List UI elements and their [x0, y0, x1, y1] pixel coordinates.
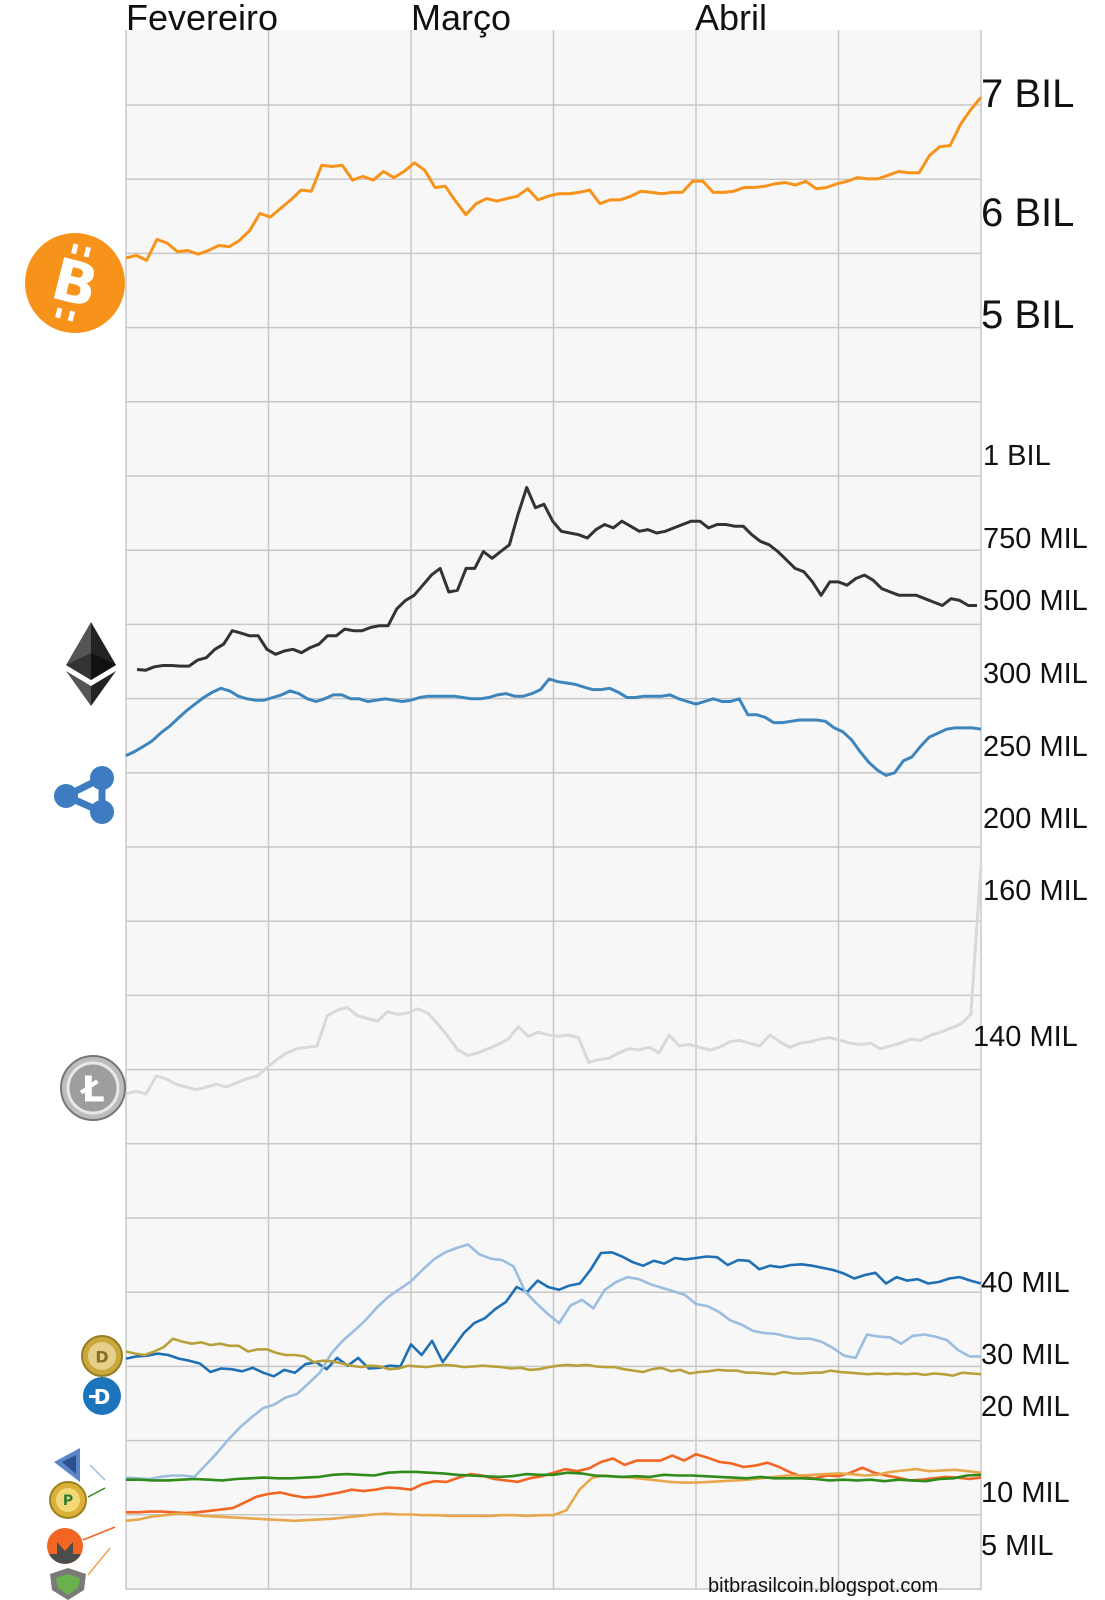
icon-connectors [82, 1464, 116, 1576]
y-label-500-mil: 500 MIL [983, 585, 1088, 617]
bitcoin-icon: B [25, 233, 125, 333]
series-line-dash [125, 1251, 982, 1378]
month-label-0: Fevereiro [126, 0, 278, 38]
svg-text:D: D [95, 1348, 108, 1367]
y-label-1-bil: 1 BIL [983, 440, 1051, 472]
y-label-7-bil: 7 BIL [981, 72, 1074, 116]
y-label-40-mil: 40 MIL [981, 1267, 1070, 1299]
series-layer [125, 96, 983, 1523]
litecoin-icon: Ł [60, 1055, 126, 1121]
y-label-300-mil: 300 MIL [983, 658, 1088, 690]
peercoin-icon: P [49, 1481, 87, 1519]
ripple-icon [54, 766, 114, 824]
y-label-30-mil: 30 MIL [981, 1339, 1070, 1371]
y-label-200-mil: 200 MIL [983, 803, 1088, 835]
monero-icon [47, 1528, 83, 1564]
y-label-750-mil: 750 MIL [983, 523, 1088, 555]
y-label-20-mil: 20 MIL [981, 1391, 1070, 1423]
series-line-nem [125, 1243, 981, 1481]
svg-text:D: D [94, 1385, 111, 1409]
svg-text:Ł: Ł [79, 1070, 104, 1111]
y-label-160-mil: 160 MIL [983, 875, 1088, 907]
dash-icon: D [83, 1377, 121, 1415]
series-line-bitcoin [125, 96, 983, 262]
series-line-litecoin [125, 864, 983, 1096]
svg-text:P: P [63, 1493, 73, 1509]
site-credit: bitbrasilcoin.blogspot.com [708, 1575, 938, 1597]
y-label-5-mil: 5 MIL [981, 1530, 1054, 1562]
ethereum-icon [66, 622, 116, 706]
connector-nxt [87, 1547, 111, 1576]
grid [125, 30, 982, 1590]
y-label-10-mil: 10 MIL [981, 1477, 1070, 1509]
dogecoin-icon: D [81, 1335, 123, 1377]
y-label-250-mil: 250 MIL [983, 731, 1088, 763]
y-label-5-bil: 5 BIL [981, 293, 1074, 337]
series-line-dogecoin [125, 1337, 982, 1377]
month-label-1: Março [411, 0, 511, 38]
connector-monero [82, 1526, 116, 1541]
connector-nem [89, 1464, 106, 1481]
y-label-140-mil: 140 MIL [973, 1021, 1078, 1053]
nxt-icon [50, 1568, 86, 1600]
series-line-ethereum [136, 486, 977, 672]
y-label-6-bil: 6 BIL [981, 191, 1074, 235]
nem-icon [54, 1448, 80, 1482]
connector-peercoin [87, 1487, 106, 1498]
series-line-ripple [125, 677, 982, 777]
series-line-nxt [126, 1470, 982, 1483]
month-label-2: Abril [695, 0, 767, 38]
series-line-peercoin [125, 1467, 982, 1523]
series-line-monero [126, 1452, 982, 1515]
